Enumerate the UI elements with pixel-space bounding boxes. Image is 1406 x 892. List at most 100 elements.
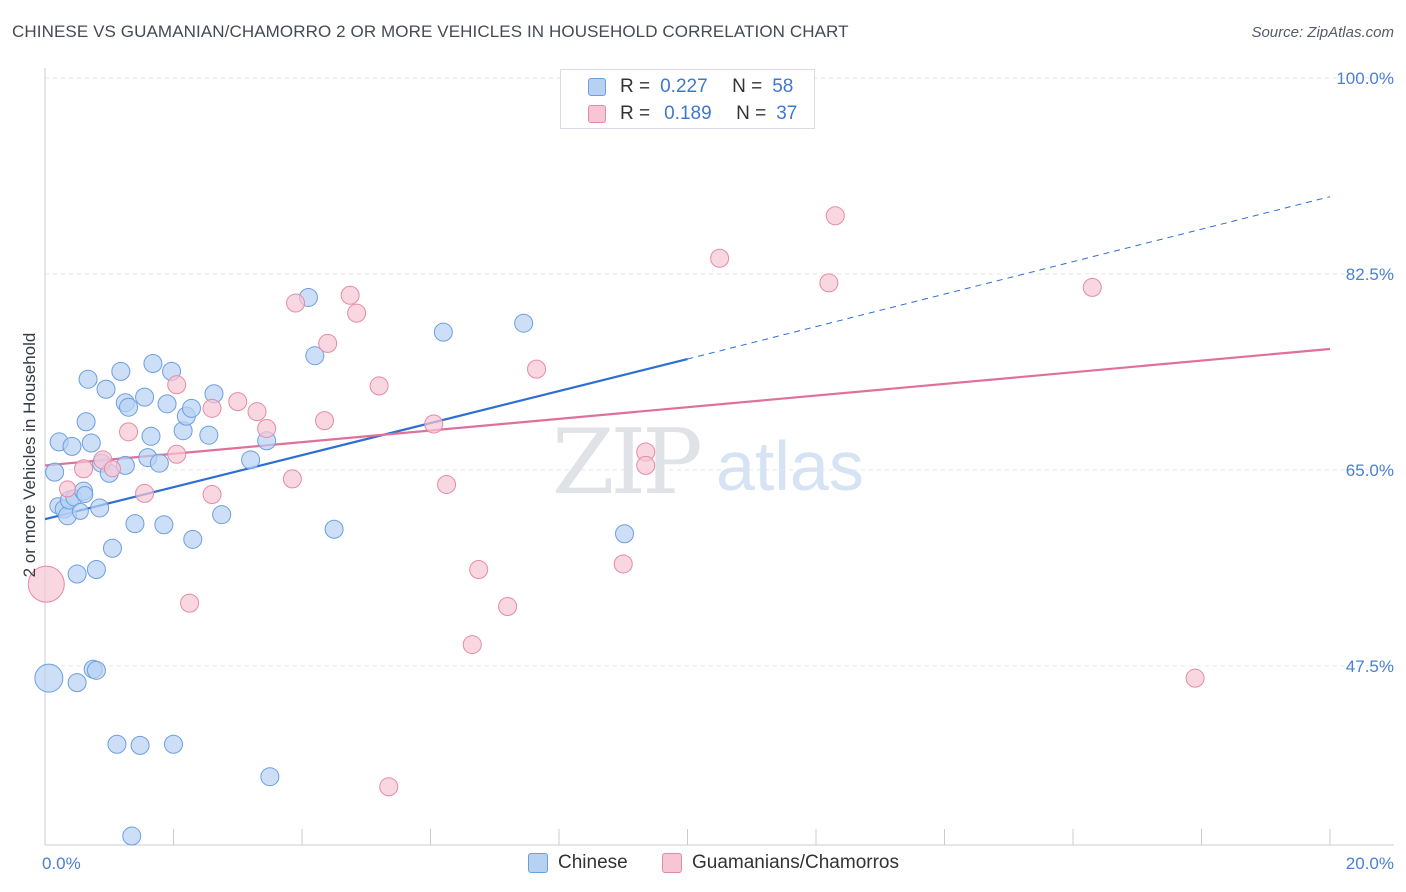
source-credit: Source: ZipAtlas.com: [1251, 24, 1394, 41]
chinese-point: [149, 453, 169, 473]
guamanian-point: [202, 485, 222, 505]
guamanian-point: [318, 333, 338, 353]
chinese-point: [111, 361, 131, 381]
n-label: N =: [736, 103, 767, 124]
chinese-point: [305, 346, 325, 366]
watermark: ZIP atlas: [552, 410, 864, 515]
legend-row-guamanian: R = 0.189 N = 37: [588, 103, 797, 125]
guamanian-point: [286, 293, 306, 313]
n-value: 58: [772, 76, 794, 97]
guamanian-point: [314, 411, 334, 431]
chinese-swatch: [588, 78, 606, 96]
guamanian-point: [347, 303, 367, 323]
chinese-point: [67, 564, 87, 584]
chinese-point: [90, 498, 110, 518]
chinese-point: [76, 412, 96, 432]
watermark-zip: ZIP: [552, 410, 700, 515]
trend-line-chinese-extension: [687, 196, 1331, 360]
guamanian-point: [527, 359, 547, 379]
r-value: 0.227: [660, 76, 708, 97]
guamanian-point: [27, 565, 65, 603]
guamanian-swatch: [588, 105, 606, 123]
chinese-point: [78, 369, 98, 389]
grid-lines: [45, 77, 1394, 667]
chinese-point: [183, 529, 203, 549]
chinese-point: [212, 505, 232, 525]
guamanian-point: [282, 469, 302, 489]
y-tick-label: 65.0%: [1346, 461, 1394, 480]
n-value: 37: [776, 103, 798, 124]
chinese-point: [157, 394, 177, 414]
guamanian-point: [228, 392, 248, 412]
x-tick-label: 0.0%: [42, 854, 81, 873]
chinese-point: [141, 426, 161, 446]
chinese-point: [34, 663, 64, 693]
chinese-point: [514, 313, 534, 333]
chinese-point: [199, 425, 219, 445]
guamanian-point: [103, 460, 121, 478]
legend-row-chinese: R = 0.227 N = 58: [588, 76, 793, 98]
guamanian-point: [135, 483, 155, 503]
chinese-point: [122, 826, 142, 846]
chart-title: CHINESE VS GUAMANIAN/CHAMORRO 2 OR MORE …: [12, 22, 849, 41]
guamanian-point: [247, 402, 267, 422]
guamanian-point: [825, 206, 845, 226]
guamanian-point: [498, 597, 518, 617]
chinese-point: [125, 514, 145, 534]
guamanian-point: [819, 273, 839, 293]
guamanian-point: [424, 414, 444, 434]
chinese-point: [45, 462, 65, 482]
guamanian-point: [202, 398, 222, 418]
guamanian-point: [369, 376, 389, 396]
chinese-swatch: [528, 853, 548, 873]
chinese-point: [433, 322, 453, 342]
chinese-point: [86, 560, 106, 580]
y-tick-label: 100.0%: [1336, 69, 1394, 88]
x-tick-label: 20.0%: [1346, 854, 1394, 873]
chinese-point: [135, 387, 155, 407]
guamanian-point: [1082, 277, 1102, 297]
guamanian-point: [74, 459, 94, 479]
watermark-atlas: atlas: [716, 427, 864, 505]
legend-item-guamanian[interactable]: Guamanians/Chamorros: [662, 852, 899, 874]
r-value: 0.189: [664, 103, 712, 124]
stats-legend: R = 0.227 N = 58 R = 0.189 N = 37: [560, 69, 815, 129]
chinese-point: [102, 538, 122, 558]
axes: [44, 68, 1394, 846]
data-points: [27, 206, 1205, 846]
tick-labels: 47.5% 65.0% 82.5% 100.0% 0.0% 20.0%: [42, 69, 1394, 873]
legend-label-chinese: Chinese: [558, 852, 628, 873]
chinese-point: [107, 734, 127, 754]
chinese-point: [81, 433, 101, 453]
guamanian-point: [167, 444, 187, 464]
guamanian-point: [1185, 668, 1205, 688]
legend-item-chinese[interactable]: Chinese: [528, 852, 628, 874]
chinese-point: [260, 767, 280, 787]
guamanian-point: [167, 375, 187, 395]
chinese-point: [76, 486, 94, 504]
chinese-point: [164, 734, 183, 754]
chinese-point: [62, 436, 82, 456]
chinese-point: [181, 398, 201, 418]
chinese-point: [154, 515, 174, 535]
chinese-point: [96, 379, 116, 399]
chinese-point: [130, 735, 150, 755]
y-tick-label: 82.5%: [1346, 265, 1394, 284]
series-legend: Chinese Guamanians/Chamorros: [0, 852, 1406, 878]
y-tick-label: 47.5%: [1346, 657, 1394, 676]
guamanian-point: [180, 593, 200, 613]
chinese-point: [615, 524, 635, 544]
guamanian-point: [257, 418, 277, 438]
guamanian-point: [613, 554, 633, 574]
chinese-point: [241, 450, 261, 470]
chinese-point: [143, 354, 163, 374]
guamanian-point: [437, 474, 457, 494]
guamanian-point: [58, 480, 76, 498]
guamanian-point: [710, 248, 730, 268]
guamanian-swatch: [662, 853, 682, 873]
legend-label-guamanian: Guamanians/Chamorros: [692, 852, 899, 873]
chinese-point: [67, 673, 87, 693]
chinese-point: [324, 519, 344, 539]
chinese-point: [71, 502, 89, 520]
guamanian-point: [636, 455, 656, 475]
